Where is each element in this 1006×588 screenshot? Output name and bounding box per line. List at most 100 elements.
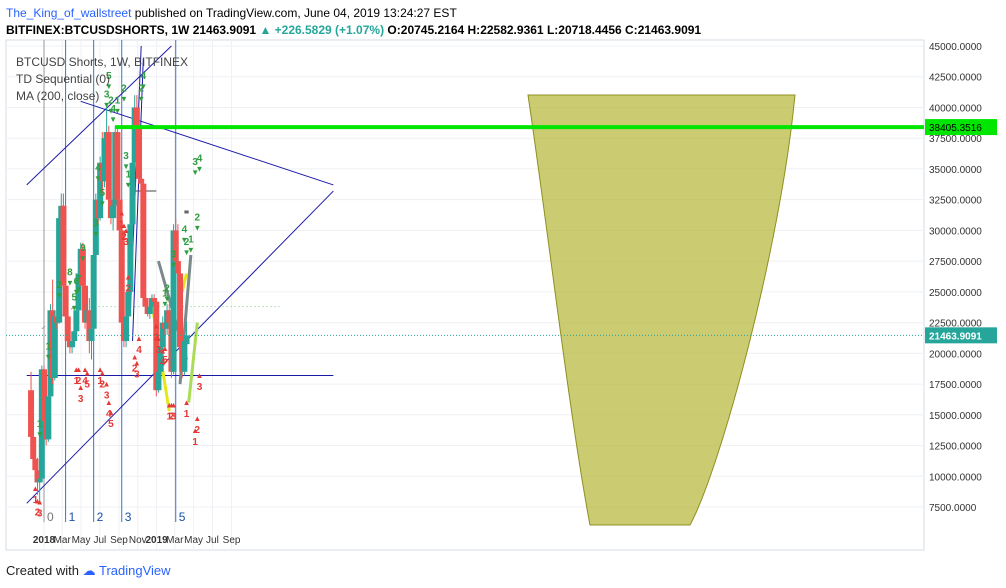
td-count-green: 4 <box>110 104 116 115</box>
last-value: 21463.9091 <box>192 23 257 37</box>
td-arrow-down: ▼ <box>196 164 204 173</box>
candle-body <box>71 331 78 342</box>
candle-body <box>75 273 82 311</box>
td-count-green: 8 <box>67 268 73 279</box>
td-count-green: 4 <box>141 71 147 82</box>
td-count-green: 1 <box>115 96 121 107</box>
td-count-green: 1 <box>188 235 194 246</box>
y-tick-label: 22500.0000 <box>929 319 982 330</box>
td-arrow-down: ▼ <box>161 300 169 309</box>
candle-body <box>90 254 97 329</box>
td-count-red: 1 <box>166 411 172 422</box>
candle-body <box>123 316 130 342</box>
change-value: ▲ +226.5829 (+1.07%) <box>259 23 385 37</box>
td-arrow-up: ▲ <box>36 498 44 507</box>
candle-body <box>88 328 95 342</box>
candle-body <box>133 107 140 126</box>
td-arrow-down: ▼ <box>79 254 87 263</box>
candle-body <box>151 298 158 302</box>
td-arrow-up: ▲ <box>98 368 106 377</box>
td-count-red: 2 <box>195 425 201 436</box>
channel-upper-line <box>26 45 172 186</box>
candle-body <box>45 396 52 440</box>
x-tick-label: Jul <box>93 535 106 546</box>
td-count-green: 3 <box>104 89 110 100</box>
candle-body <box>69 341 76 348</box>
td-arrow-up: ▲ <box>103 380 111 389</box>
candle-body <box>138 178 145 184</box>
candle-body <box>181 341 188 372</box>
candle-body <box>127 224 134 292</box>
td-count-red: 1 <box>33 495 39 506</box>
candle-body <box>131 107 138 163</box>
x-tick-label: Jul <box>206 535 219 546</box>
td-count-red: 4 <box>106 409 112 420</box>
high-value: 22582.9361 <box>480 23 544 37</box>
key-level-price-tag <box>925 119 997 136</box>
open-label: O: <box>387 23 401 37</box>
td-arrow-up: ▲ <box>161 344 169 353</box>
td-count-green: 2 <box>108 96 114 107</box>
created-with: Created with <box>6 563 79 578</box>
y-tick-label: 10000.0000 <box>929 472 982 483</box>
footer: Created with ☁ TradingView <box>6 563 171 579</box>
candles <box>28 95 190 504</box>
candle-body <box>155 371 162 391</box>
x-tick-label: Mar <box>54 535 72 546</box>
td-arrow-up: ▲ <box>75 365 83 374</box>
td-arrow-up: ▲ <box>191 426 199 435</box>
td-count-green: 6 <box>74 276 80 287</box>
green-trend-line <box>187 322 199 403</box>
x-tick-label: Sep <box>223 535 241 546</box>
td-arrow-up: ▲ <box>193 414 201 423</box>
tradingview-brand[interactable]: TradingView <box>99 563 171 578</box>
td-count-red: 2 <box>125 284 131 295</box>
td-count-green: 9 <box>80 243 86 254</box>
td-arrow-down: ▼ <box>44 352 52 361</box>
x-tick-label: Nov <box>129 535 147 546</box>
td-count-green: 4 <box>197 153 203 164</box>
td-arrow-up: ▲ <box>107 408 115 417</box>
symbol-name: BITFINEX:BTCUSDSHORTS, 1W <box>6 23 190 37</box>
tradingview-logo-icon[interactable]: ☁ <box>82 563 96 578</box>
x-tick-label: Mar <box>166 535 184 546</box>
y-tick-label: 35000.0000 <box>929 165 982 176</box>
td-arrow-down: ▼ <box>191 168 199 177</box>
low-label: L: <box>546 23 559 37</box>
candle-body <box>51 316 58 378</box>
candle-body <box>101 138 108 182</box>
y-tick-label: 30000.0000 <box>929 226 982 237</box>
cycle-label: 3 <box>125 510 132 524</box>
candle-body <box>30 436 37 460</box>
td-count-green: 2 <box>164 284 170 295</box>
candle-body <box>34 470 41 483</box>
y-tick-label: 15000.0000 <box>929 411 982 422</box>
candle-body <box>146 306 153 314</box>
td-arrow-down: ▼ <box>193 223 201 232</box>
td-count-green: 1 <box>46 341 52 352</box>
td-count-green: 2 <box>184 237 190 248</box>
y-tick-label: 40000.0000 <box>929 103 982 114</box>
candle-body <box>38 369 45 479</box>
open-value: 20745.2164 <box>400 23 465 37</box>
cycle-label: 0 <box>47 510 54 524</box>
candle-body <box>110 205 117 219</box>
td-arrow-down: ▼ <box>170 260 178 269</box>
td-count-green: 3 <box>123 151 129 162</box>
td-arrow-up: ▲ <box>135 334 143 343</box>
td-arrow-up: ▲ <box>105 398 113 407</box>
td-count-red: 2 <box>100 379 106 390</box>
descending-resistance-line <box>80 100 334 186</box>
td-count-red: 1 <box>184 409 190 420</box>
td-count-red: 2 <box>121 232 127 243</box>
td-arrow-down: ▼ <box>103 100 111 109</box>
author-link[interactable]: The_King_of_wallstreet <box>6 6 132 20</box>
td-count-red: 4 <box>136 345 142 356</box>
td-arrow-down: ▼ <box>107 107 115 116</box>
td-count-green: 5 <box>100 188 106 199</box>
candle-body <box>92 199 99 255</box>
td-arrow-up: ▲ <box>96 365 104 374</box>
td-arrow-down: ▼ <box>98 199 106 208</box>
